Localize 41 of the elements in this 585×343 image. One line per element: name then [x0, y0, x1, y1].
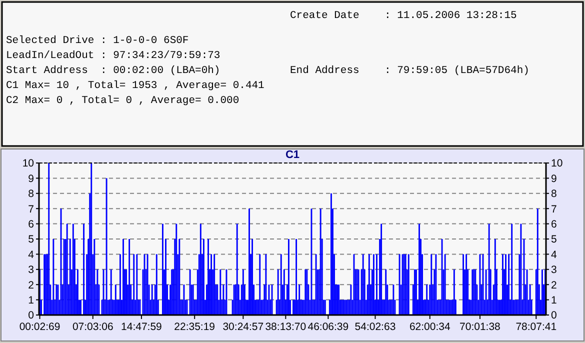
- x-tick-label: 78:07:41: [516, 321, 557, 333]
- y-tick-label: 9: [28, 172, 34, 185]
- x-tick-label: 46:06:39: [308, 321, 349, 333]
- text: C1 Max= 10 , Total= 1953 , Average= 0.441: [6, 80, 264, 92]
- y-tick-label: 10: [22, 158, 34, 170]
- x-tick-label: 00:02:69: [19, 321, 60, 333]
- y2-tick-label: 3: [551, 264, 557, 276]
- chart-title: C1: [285, 149, 300, 161]
- x-tick-label: 62:00:34: [409, 321, 450, 333]
- text: End Address : 79:59:05 (LBA=57D64h): [290, 65, 530, 77]
- y2-tick-label: 10: [551, 158, 563, 170]
- text: C2 Max= 0 , Total= 0 , Average= 0.000: [6, 95, 240, 107]
- text: LeadIn/LeadOut : 97:34:23/79:59:73: [6, 50, 220, 62]
- x-tick-label: 30:24:57: [222, 321, 264, 333]
- text: Create Date : 11.05.2006 13:28:15: [290, 10, 517, 22]
- y-tick-label: 3: [28, 264, 34, 276]
- y-tick-label: 2: [28, 279, 34, 292]
- y-tick-label: 5: [28, 234, 34, 246]
- y2-tick-label: 2: [551, 279, 557, 292]
- y-tick-label: 8: [28, 188, 34, 200]
- text: Selected Drive : 1-0-0-0 6S0F: [6, 35, 189, 47]
- y-tick-label: 6: [28, 218, 34, 230]
- y2-tick-label: 9: [551, 172, 557, 185]
- y-tick-label: 7: [28, 203, 34, 216]
- y2-tick-label: 7: [551, 203, 557, 216]
- x-tick-label: 14:47:59: [121, 321, 162, 333]
- y2-tick-label: 8: [551, 188, 557, 200]
- text: Start Address : 00:02:00 (LBA=0h): [6, 65, 220, 77]
- x-tick-label: 70:01:38: [460, 321, 501, 333]
- y-tick-label: 1: [28, 294, 34, 306]
- y2-tick-label: 0: [551, 310, 557, 322]
- y2-tick-label: 4: [551, 248, 557, 261]
- y2-tick-label: 1: [551, 294, 557, 306]
- x-tick-label: 07:03:06: [72, 321, 114, 333]
- y-tick-label: 4: [28, 248, 34, 261]
- x-tick-label: 22:35:19: [174, 321, 216, 333]
- y-tick-label: 0: [28, 310, 34, 322]
- y2-tick-label: 5: [551, 234, 557, 246]
- x-tick-label: 54:02:63: [354, 321, 396, 333]
- x-tick-label: 38:13:70: [265, 321, 306, 333]
- y2-tick-label: 6: [551, 218, 557, 230]
